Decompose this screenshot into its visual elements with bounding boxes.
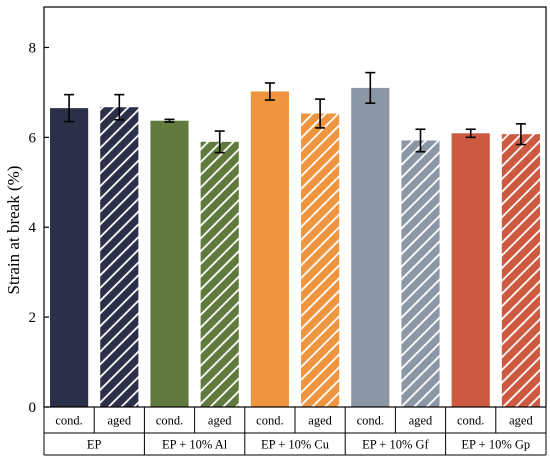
bar-ep-10-al-aged	[200, 141, 239, 407]
bar-ep-10-gp-cond	[451, 133, 490, 408]
category-label-ep-aged: aged	[107, 414, 131, 428]
bar-ep-10-gf-aged	[401, 140, 440, 407]
y-tick-label-8: 8	[29, 40, 37, 56]
group-label-ep-10-gp: EP + 10% Gp	[461, 438, 530, 452]
category-label-ep-cond: cond.	[55, 414, 82, 428]
y-axis-title: Strain at break (%)	[4, 166, 23, 295]
error-bar-ep-10-cu-aged	[315, 98, 326, 129]
category-label-ep-10-al-cond: cond.	[156, 414, 183, 428]
category-label-ep-10-gp-cond: cond.	[457, 414, 484, 428]
y-tick-label-6: 6	[29, 130, 37, 146]
y-tick-label-4: 4	[29, 220, 37, 236]
category-label-ep-10-cu-cond: cond.	[256, 414, 283, 428]
error-bar-ep-10-cu-cond	[264, 82, 275, 101]
error-bar-ep-cond	[64, 93, 75, 123]
error-bar-ep-10-al-aged	[214, 130, 225, 154]
y-tick-label-0: 0	[29, 400, 37, 416]
bar-ep-10-cu-cond	[250, 91, 289, 407]
bar-ep-10-al-cond	[150, 120, 189, 408]
category-label-ep-10-al-aged: aged	[208, 414, 232, 428]
group-label-ep-10-gf: EP + 10% Gf	[362, 438, 429, 452]
error-bar-ep-aged	[114, 93, 125, 121]
y-tick-label-2: 2	[29, 310, 37, 326]
bar-ep-10-gf-cond	[351, 87, 390, 408]
bars-layer	[50, 71, 540, 408]
error-bar-ep-10-gp-cond	[465, 128, 476, 139]
group-label-ep-10-cu: EP + 10% Cu	[261, 438, 330, 452]
group-label-ep: EP	[87, 438, 102, 452]
error-bar-ep-10-gf-cond	[365, 71, 376, 104]
bar-ep-aged	[100, 107, 139, 407]
category-label-ep-10-gf-cond: cond.	[357, 414, 384, 428]
error-bar-ep-10-al-cond	[164, 118, 175, 123]
category-label-ep-10-gf-aged: aged	[409, 414, 433, 428]
group-label-ep-10-al: EP + 10% Al	[162, 438, 228, 452]
plot-frame	[43, 6, 547, 408]
axes-layer: cond. aged EP cond. aged EP + 10% Al cond. aged…	[29, 6, 547, 456]
error-bar-ep-10-gf-aged	[415, 128, 426, 153]
bar-ep-cond	[50, 108, 89, 407]
category-label-ep-10-gp-aged: aged	[509, 414, 533, 428]
bar-ep-10-gp-aged	[501, 134, 540, 407]
category-label-ep-10-cu-aged: aged	[308, 414, 332, 428]
bar-ep-10-cu-aged	[301, 113, 340, 408]
error-bar-ep-10-gp-aged	[515, 123, 526, 146]
